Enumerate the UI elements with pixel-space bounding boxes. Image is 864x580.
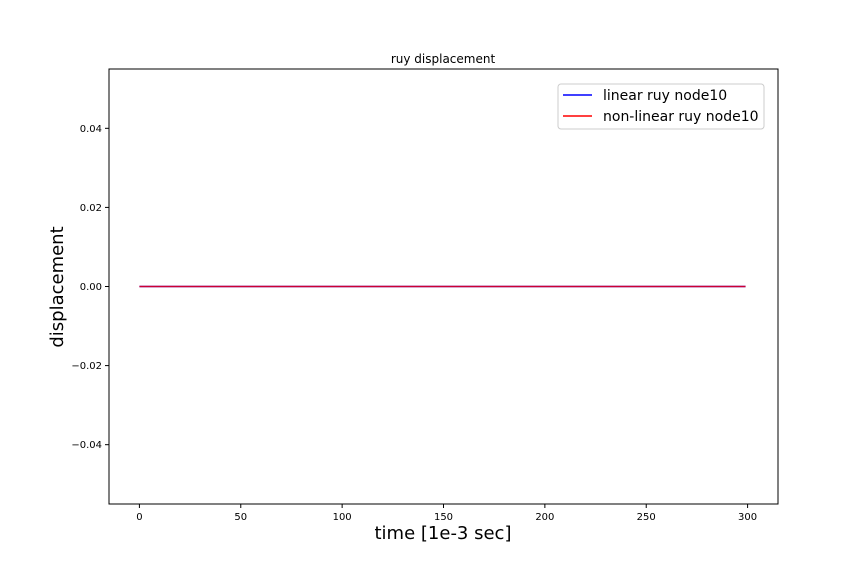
x-tick-label: 300: [738, 512, 757, 523]
legend: linear ruy node10 non-linear ruy node10: [557, 83, 765, 130]
x-axis-label: time [1e-3 sec]: [375, 523, 512, 544]
x-tick-label: 150: [434, 512, 453, 523]
legend-label-linear: linear ruy node10: [603, 88, 727, 104]
x-tick-label: 250: [637, 512, 656, 523]
x-axis-ticks: 0 50 100 150 200 250 300: [136, 504, 757, 523]
legend-label-non-linear: non-linear ruy node10: [603, 109, 759, 125]
x-tick-label: 0: [136, 512, 142, 523]
y-axis-label: displacement: [47, 226, 68, 347]
y-tick-label: 0.00: [80, 282, 102, 293]
y-tick-label: 0.02: [80, 203, 102, 214]
chart-title: ruy displacement: [391, 52, 496, 66]
y-tick-label: −0.04: [71, 440, 102, 451]
x-tick-label: 200: [535, 512, 554, 523]
x-tick-label: 50: [234, 512, 247, 523]
y-tick-label: −0.02: [71, 361, 102, 372]
y-axis-ticks: −0.04 −0.02 0.00 0.02 0.04: [71, 124, 109, 451]
x-tick-label: 100: [333, 512, 352, 523]
y-tick-label: 0.04: [80, 124, 102, 135]
legend-box: [557, 83, 765, 130]
